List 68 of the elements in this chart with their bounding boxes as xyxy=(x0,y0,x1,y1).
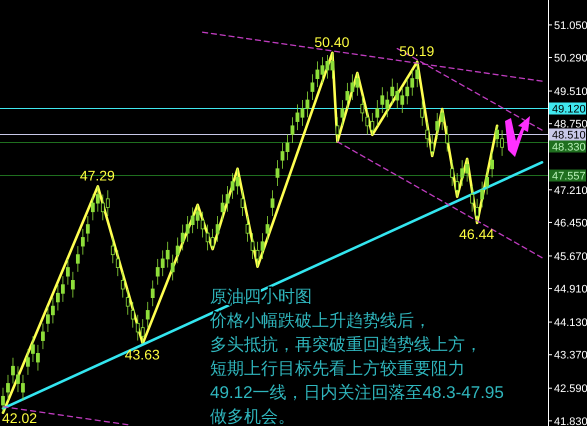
candlestick xyxy=(290,116,294,144)
annotation: 42.02 xyxy=(2,410,38,426)
candlestick xyxy=(340,100,344,126)
annotation: 47.29 xyxy=(80,167,116,184)
candlestick xyxy=(66,258,70,286)
annotation: 43.63 xyxy=(124,346,160,363)
candlestick xyxy=(375,100,380,126)
y-tick-label: 51.050 xyxy=(554,20,587,32)
candlestick xyxy=(475,198,480,224)
y-tick-label: 42.590 xyxy=(554,383,587,396)
y-tick-label: 50.290 xyxy=(554,52,587,65)
y-tick-label: 44.910 xyxy=(554,284,587,296)
ref-line-label: 49.120 xyxy=(552,104,586,116)
candlestick xyxy=(425,121,430,148)
y-tick-label: 43.370 xyxy=(554,350,587,362)
candlestick xyxy=(146,301,150,328)
candlestick xyxy=(110,237,115,264)
y-tick-label: 46.450 xyxy=(554,217,587,230)
candlestick xyxy=(266,216,270,242)
candlestick xyxy=(240,190,244,216)
ref-line-label: 48.510 xyxy=(552,130,586,142)
candlestick xyxy=(335,116,340,142)
ref-line-label: 47.557 xyxy=(552,170,586,182)
annotation: 价格小幅跌破上升趋势线后， xyxy=(209,311,431,330)
y-tick-label: 41.830 xyxy=(554,416,587,426)
candlestick xyxy=(246,216,250,242)
candlestick xyxy=(445,125,450,152)
candlestick xyxy=(450,160,454,186)
candlestick xyxy=(310,74,314,100)
candlestick xyxy=(455,172,460,198)
y-tick-label: 44.130 xyxy=(554,317,587,330)
y-tick-label: 47.210 xyxy=(554,184,587,197)
y-tick-label: 45.670 xyxy=(554,250,587,263)
candlestick xyxy=(480,181,484,208)
candlestick xyxy=(130,301,135,328)
candlestick xyxy=(70,271,75,298)
candlestick xyxy=(41,322,45,350)
candlestick xyxy=(1,387,5,414)
y-tick-label: 49.510 xyxy=(554,86,587,98)
candlestick xyxy=(126,288,130,316)
candlestick xyxy=(6,374,10,402)
candlestick xyxy=(490,151,494,178)
candlestick xyxy=(276,160,280,186)
candlestick xyxy=(420,100,424,126)
candlestick xyxy=(150,280,155,307)
annotation: 49.12一线，日内关注回落至48.3-47.95 xyxy=(210,383,504,402)
y-tick-label: 48.750 xyxy=(554,118,587,131)
candlestick xyxy=(176,237,180,264)
candlestick xyxy=(270,190,274,216)
candlestick xyxy=(485,168,490,195)
candlestick xyxy=(116,250,120,277)
candlestick xyxy=(170,254,175,281)
candlestick xyxy=(216,216,220,242)
ref-line-label: 48.330 xyxy=(552,142,586,154)
candlestick xyxy=(76,246,80,272)
candlestick xyxy=(26,348,30,376)
annotation: 50.19 xyxy=(399,42,434,59)
candlestick xyxy=(430,134,434,156)
candlestick xyxy=(86,216,90,242)
annotation: 短期上行目标先看上方较重要阻力 xyxy=(210,359,465,378)
candlestick xyxy=(120,271,125,298)
annotation: 46.44 xyxy=(459,226,494,242)
annotation: 做多机会。 xyxy=(210,407,295,426)
candlestick xyxy=(360,95,364,122)
annotation: 多头抵抗，再突破重回趋势线上方， xyxy=(210,335,482,354)
annotation: 50.40 xyxy=(314,34,350,50)
candlestick xyxy=(80,228,85,256)
candlestick xyxy=(470,186,474,212)
